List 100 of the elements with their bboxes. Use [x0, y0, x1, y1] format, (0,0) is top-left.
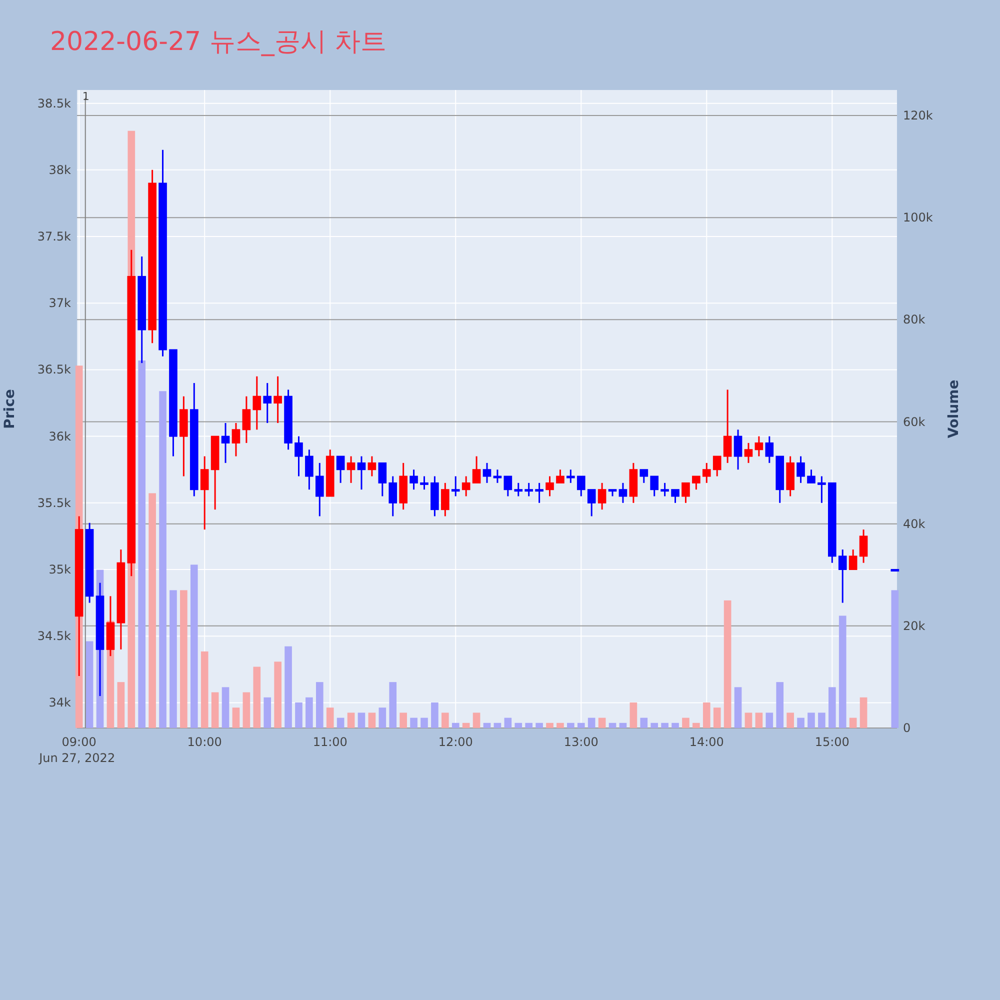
- bar: [786, 712, 794, 728]
- bar: [232, 708, 240, 728]
- candlestick: [859, 528, 868, 564]
- bar: [400, 712, 407, 728]
- candlestick: [723, 388, 732, 464]
- bar: [672, 722, 679, 728]
- candlestick: [221, 422, 230, 464]
- y-tick-label: 37k: [48, 296, 72, 310]
- candlestick: [744, 442, 753, 464]
- bar: [431, 702, 438, 728]
- candlestick: [618, 482, 628, 504]
- x-tick-label: 09:00 Jun 27, 2022: [38, 735, 116, 765]
- candlestick: [274, 376, 282, 424]
- bar: [326, 708, 334, 728]
- bar: [818, 712, 826, 728]
- y-tick-label: 34k: [48, 696, 72, 710]
- candlestick: [598, 482, 606, 510]
- candlestick: [818, 476, 826, 504]
- bar: [494, 722, 502, 728]
- bar: [797, 718, 804, 728]
- bar: [242, 692, 250, 728]
- candlestick: [712, 456, 722, 478]
- candlestick: [765, 436, 774, 464]
- bar: [692, 722, 700, 728]
- bar: [828, 687, 836, 728]
- bar: [378, 708, 386, 728]
- bar: [504, 718, 512, 728]
- bar: [619, 722, 627, 728]
- candlestick: [566, 468, 575, 484]
- candlestick: [232, 422, 240, 458]
- ref-line-label: 1: [82, 90, 90, 103]
- y2-tick-label: 100k: [903, 210, 933, 225]
- bar: [713, 708, 721, 728]
- chart-title: 2022-06-27 뉴스_공시 차트: [50, 27, 387, 57]
- y2-tick-label: 20k: [903, 618, 926, 633]
- candlestick: [294, 436, 303, 478]
- candlestick: [576, 476, 586, 497]
- candlestick: [671, 488, 680, 504]
- candlestick: [368, 456, 376, 478]
- x-tick-label: 11:00: [312, 735, 348, 749]
- bar: [891, 590, 899, 728]
- bar: [724, 600, 732, 728]
- x-tick-label: 12:00: [438, 735, 473, 749]
- y2-tick-label: 60k: [903, 414, 926, 429]
- y-tick-label: 35.5k: [37, 496, 72, 510]
- bar: [556, 722, 564, 728]
- candlestick: [535, 482, 544, 504]
- bar: [682, 718, 690, 728]
- x-tick-label: 13:00: [564, 735, 598, 749]
- candlestick: [242, 396, 251, 444]
- bar: [200, 651, 208, 728]
- candlestick: [200, 456, 209, 530]
- y2-tick-label: 80k: [903, 312, 926, 327]
- candlestick: [336, 456, 345, 484]
- bar: [274, 662, 282, 728]
- y2-axis-title: Volume: [946, 380, 962, 438]
- bar: [514, 722, 522, 728]
- bar: [410, 718, 418, 728]
- bar: [546, 722, 554, 728]
- bar: [264, 697, 272, 728]
- candlestick: [640, 468, 648, 484]
- candlestick: [807, 468, 816, 484]
- candlestick: [660, 482, 669, 497]
- y-tick-label: 35k: [48, 562, 72, 576]
- bar: [170, 590, 177, 728]
- candlestick: [504, 476, 512, 497]
- bar: [347, 712, 355, 728]
- bar: [525, 722, 532, 728]
- bar: [744, 712, 752, 728]
- bar: [650, 722, 658, 728]
- bar: [211, 692, 219, 728]
- candlestick: [451, 476, 460, 497]
- bar: [567, 722, 574, 728]
- bar: [640, 718, 648, 728]
- bar: [776, 682, 784, 728]
- candlestick: [346, 456, 356, 484]
- candlestick: [420, 476, 428, 490]
- bar: [849, 718, 857, 728]
- bar: [138, 360, 146, 728]
- bar: [306, 697, 313, 728]
- candlestick: [556, 468, 564, 484]
- candlestick: [441, 482, 450, 517]
- bar: [222, 687, 230, 728]
- candlestick: [524, 482, 533, 497]
- candlestick: [378, 462, 387, 497]
- bar: [483, 722, 491, 728]
- bar: [462, 722, 470, 728]
- candlestick: [410, 468, 418, 490]
- candlestick: [838, 548, 847, 604]
- bar: [148, 493, 156, 728]
- candlestick: [587, 488, 596, 517]
- bar: [358, 712, 366, 728]
- bar: [734, 687, 742, 728]
- y-tick-label: 34.5k: [37, 629, 72, 644]
- bar: [389, 682, 397, 728]
- bar: [661, 722, 668, 728]
- bar: [702, 702, 710, 728]
- bar: [608, 722, 616, 728]
- candlestick: [263, 382, 272, 424]
- candlestick: [692, 476, 700, 490]
